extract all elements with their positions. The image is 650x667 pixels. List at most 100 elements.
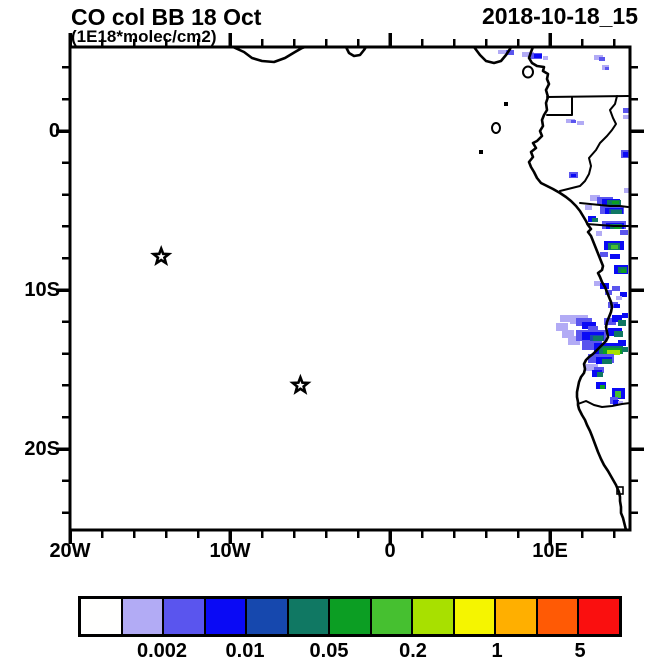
co-cell <box>620 292 627 297</box>
islands <box>479 65 624 495</box>
co-cell <box>600 385 605 389</box>
co-cell <box>623 115 630 119</box>
xtick-20w: 20W <box>49 540 91 562</box>
co-cell <box>566 119 575 123</box>
co-cell <box>623 152 628 157</box>
station-star-marker <box>150 244 173 267</box>
colorbar-cell <box>413 599 455 634</box>
co-cell <box>596 231 602 236</box>
co-cell <box>624 188 630 193</box>
border-angola-namibia <box>577 400 631 408</box>
co-cell <box>622 347 628 352</box>
island-principe <box>504 102 508 106</box>
co-cell <box>612 315 622 322</box>
co-cell <box>600 252 608 257</box>
cbtick-001: 0.01 <box>225 640 265 662</box>
coast-main-africa <box>527 45 628 532</box>
co-cell <box>611 210 622 214</box>
coastline <box>231 45 628 532</box>
co-cell <box>582 341 602 350</box>
colorbar-cell <box>454 599 497 634</box>
co-cell <box>620 230 628 235</box>
cbtick-02: 0.2 <box>399 640 427 662</box>
border-congo-cabinda <box>579 202 629 208</box>
co-cell <box>612 201 619 204</box>
co-cell <box>593 336 603 341</box>
co-cell <box>592 218 598 222</box>
co-cell <box>616 296 622 300</box>
co-cell <box>543 56 548 60</box>
axis-ticks <box>56 33 644 544</box>
colorbar-cell <box>247 599 289 634</box>
co-cell <box>562 330 574 338</box>
co-cell <box>618 340 626 346</box>
co-cell <box>622 313 628 318</box>
plot-units: (1E18*molec/cm2) <box>71 27 217 46</box>
colorbar-cell <box>537 599 580 634</box>
colorbar-cell <box>164 599 206 634</box>
co-plume-cells <box>498 50 630 405</box>
border-equatorial-guinea <box>546 96 573 116</box>
co-cell <box>568 336 580 345</box>
border-cabinda-drc <box>586 223 629 227</box>
colorbar-cell <box>205 599 248 634</box>
coast-cape-three-points <box>344 45 368 58</box>
ytick-10s: 10S <box>24 279 60 301</box>
ytick-20s: 20S <box>24 438 60 460</box>
co-cell <box>602 359 612 364</box>
cbtick-0002: 0.002 <box>136 640 188 662</box>
coast-niger-delta <box>472 45 513 65</box>
co-cell <box>585 205 592 210</box>
co-cell <box>584 364 598 371</box>
co-cell <box>610 254 620 259</box>
co-cell <box>618 401 623 405</box>
colorbar-cell <box>122 599 165 634</box>
co-cell <box>556 323 568 331</box>
island-annobon <box>479 150 483 154</box>
co-cell <box>614 331 623 337</box>
colorbar <box>78 596 622 637</box>
colorbar-cell <box>371 599 414 634</box>
co-cell <box>623 108 630 113</box>
minor-ticks <box>62 39 638 538</box>
co-cell <box>613 400 619 405</box>
major-ticks <box>56 33 644 544</box>
co-cell <box>621 269 626 273</box>
border-gabon-congo <box>559 95 618 192</box>
co-cell <box>577 121 584 125</box>
coast-lagoon-detail <box>616 486 624 495</box>
co-cell <box>612 286 620 291</box>
ytick-0: 0 <box>48 120 60 142</box>
co-cell <box>614 304 620 308</box>
co-cell <box>571 120 576 123</box>
co-cell <box>560 315 570 322</box>
co-cell <box>506 50 514 55</box>
colorbar-cell <box>288 599 331 634</box>
co-cell <box>604 318 616 325</box>
cbtick-005: 0.05 <box>309 640 349 662</box>
co-cell <box>599 57 605 61</box>
colorbar-cell <box>81 599 123 634</box>
co-cell <box>594 55 603 60</box>
co-cell <box>597 372 603 377</box>
co-cell <box>618 320 626 326</box>
coast-ivory-liberia <box>231 45 307 64</box>
colorbar-cell <box>496 599 538 634</box>
co-cell <box>615 391 621 398</box>
xtick-10e: 10E <box>532 540 568 562</box>
co-cell <box>582 322 596 329</box>
co-cell <box>588 326 598 331</box>
cbtick-1: 1 <box>491 640 503 662</box>
plot-timestamp: 2018-10-18_15 <box>481 3 638 29</box>
island-sao-tome <box>491 122 501 134</box>
co-cell <box>590 195 600 201</box>
co-cell <box>534 54 542 58</box>
station-markers <box>150 244 312 395</box>
map-frame <box>68 45 632 532</box>
co-cell <box>571 174 576 177</box>
co-cell <box>607 350 620 355</box>
station-star-marker <box>289 373 312 395</box>
plot-title: CO col BB 18 Oct <box>71 4 262 30</box>
